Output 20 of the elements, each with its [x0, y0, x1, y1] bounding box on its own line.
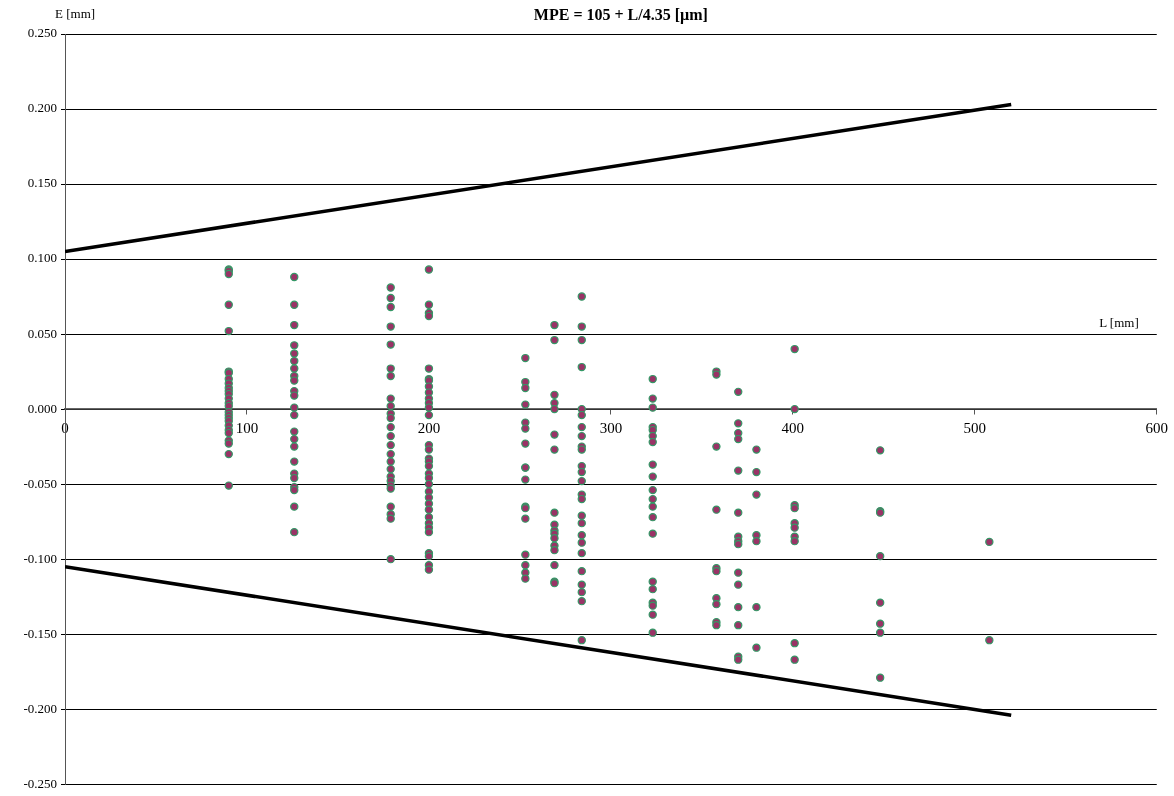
x-tick-label: 500: [963, 420, 987, 437]
y-tick-label: 0.100: [27, 250, 57, 266]
y-tick-label: -0.200: [23, 700, 57, 716]
y-tick-label: -0.100: [23, 550, 57, 566]
y-tick-label: -0.250: [23, 775, 57, 791]
y-tick-label: 0.050: [27, 325, 57, 341]
y-tick-label: 0.250: [27, 25, 57, 41]
y-tick-label: 0.000: [27, 400, 57, 416]
x-tick-label: 400: [781, 420, 805, 437]
y-axis-title: E [mm]: [55, 6, 96, 21]
chart-title: MPE = 105 + L/4.35 [µm]: [533, 6, 708, 24]
x-tick-label: 300: [599, 420, 623, 437]
x-tick-label: 600: [1145, 420, 1168, 437]
x-tick-label: 200: [417, 420, 441, 437]
y-tick-label: -0.050: [23, 475, 57, 491]
y-tick-label: 0.200: [27, 100, 57, 116]
y-tick-label: 0.150: [27, 175, 57, 191]
x-axis-title: L [mm]: [1099, 314, 1139, 330]
y-tick-label: -0.150: [23, 625, 57, 641]
x-tick-label: 100: [235, 420, 259, 437]
